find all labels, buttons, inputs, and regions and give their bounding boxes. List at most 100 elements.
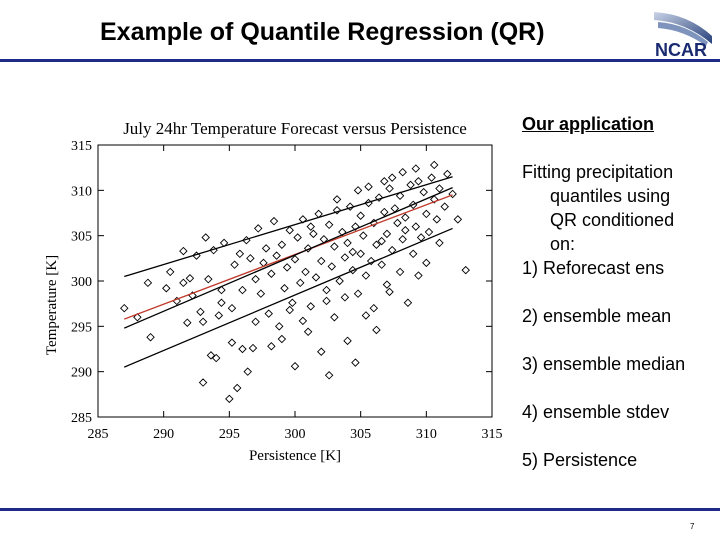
list-text: Reforecast ens [543,258,664,278]
data-point [420,189,427,196]
data-point [286,227,293,234]
data-point [354,187,361,194]
data-point [294,234,301,241]
x-axis-label: Persistence [K] [249,448,341,464]
data-point [270,218,277,225]
data-point [362,312,369,319]
data-point [213,354,220,361]
data-point [278,241,285,248]
data-point [402,214,409,221]
chart-title: July 24hr Temperature Forecast versus Pe… [123,119,467,138]
logo-text: NCAR [655,40,707,61]
data-point [226,395,233,402]
data-point [276,323,283,330]
data-point [207,352,214,359]
footer-divider [0,508,720,511]
data-point [286,306,293,313]
data-point [362,272,369,279]
data-point [389,174,396,181]
data-point [228,339,235,346]
data-point [394,219,401,226]
data-point [399,236,406,243]
data-point [349,248,356,255]
data-point [328,263,335,270]
data-point [186,275,193,282]
data-point [407,181,414,188]
data-point [281,285,288,292]
list-number: 1) [522,258,538,278]
data-point [433,216,440,223]
scatter-chart: July 24hr Temperature Forecast versus Pe… [40,110,510,470]
x-tick-label: 315 [482,427,503,442]
data-point [289,299,296,306]
data-point [268,270,275,277]
list-number: 5) [522,450,538,470]
x-tick-label: 310 [416,427,437,442]
data-point [370,305,377,312]
intro-line: quantiles using [522,184,717,208]
x-tick-label: 290 [153,427,174,442]
data-point [404,299,411,306]
data-point [228,305,235,312]
list-text: Persistence [543,450,637,470]
y-tick-label: 315 [71,139,92,154]
data-point [341,294,348,301]
list-text: ensemble stdev [543,402,669,422]
data-point [231,261,238,268]
data-point [307,223,314,230]
list-text: ensemble mean [543,306,671,326]
data-point [202,234,209,241]
data-point [252,276,259,283]
list-number: 4) [522,402,538,422]
data-point [297,279,304,286]
side-panel: Our application Fitting precipitation qu… [522,112,717,472]
data-point [180,279,187,286]
data-point [436,185,443,192]
data-point [381,178,388,185]
side-heading: Our application [522,112,717,136]
data-point [263,245,270,252]
data-point [318,348,325,355]
data-point [454,216,461,223]
y-tick-label: 305 [71,230,92,245]
data-point [402,227,409,234]
data-point [234,384,241,391]
data-point [425,228,432,235]
data-point [310,230,317,237]
data-point [302,268,309,275]
intro-line: Fitting precipitation [522,160,717,184]
data-point [163,285,170,292]
data-point [360,232,367,239]
data-point [318,257,325,264]
data-point [381,208,388,215]
data-point [383,281,390,288]
data-point [291,363,298,370]
list-text: ensemble median [543,354,685,374]
data-point [354,290,361,297]
data-point [383,230,390,237]
page-number: 7 [690,522,694,531]
x-tick-label: 300 [285,427,306,442]
data-point [244,368,251,375]
y-tick-label: 300 [71,275,92,290]
list-item-1: 1) Reforecast ens [522,256,717,280]
data-point [410,250,417,257]
list-item-3: 3) ensemble median [522,352,717,376]
regression-line [124,195,452,319]
y-tick-label: 295 [71,320,92,335]
data-point [331,243,338,250]
data-point [378,261,385,268]
data-point [415,178,422,185]
intro-paragraph: Fitting precipitation quantiles using QR… [522,160,717,256]
data-point [218,299,225,306]
data-point [147,334,154,341]
data-point [215,312,222,319]
data-point [415,272,422,279]
data-point [247,255,254,262]
data-point [344,337,351,344]
list-item-2: 2) ensemble mean [522,304,717,328]
list-number: 2) [522,306,538,326]
data-point [344,239,351,246]
list-item-4: 4) ensemble stdev [522,400,717,424]
data-point [396,268,403,275]
